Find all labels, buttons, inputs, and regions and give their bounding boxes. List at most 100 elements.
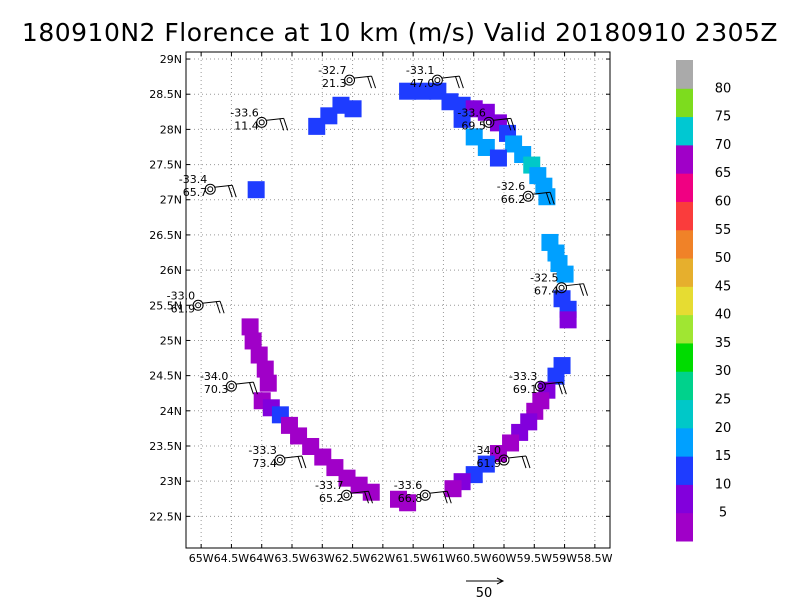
wind-cell	[559, 311, 577, 329]
wind-barb-feather	[442, 491, 448, 504]
sonde-label-top: -33.3	[509, 370, 537, 383]
wind-cell	[399, 494, 417, 512]
wind-barb-staff	[492, 117, 511, 121]
lat-label: 23N	[160, 475, 182, 488]
wind-cell	[538, 188, 556, 206]
lat-label: 28.5N	[149, 88, 182, 101]
dropsonde: -33.666.8	[394, 479, 452, 505]
colorbar-swatch	[676, 314, 693, 344]
latitude-labels: 29N 28.5N 28N 27.5N 27N 26.5N 26N 25.5N 25N 24.5N…	[149, 53, 182, 523]
sonde-label-bottom: 66.8	[398, 492, 423, 505]
dropsonde-markers: -32.721.3-33.147.0-33.611.4-33.669.5-33.…	[167, 64, 589, 505]
wind-cell	[444, 480, 462, 498]
colorbar-label: 50	[715, 251, 732, 266]
lat-label: 29N	[160, 53, 182, 66]
wind-barb-feather	[368, 491, 373, 504]
colorbar-label: 15	[715, 449, 732, 464]
colorbar-label: 65	[715, 166, 732, 181]
wind-barb-feather	[521, 455, 527, 469]
wind-barb-feather	[458, 75, 464, 89]
wind-cell	[250, 346, 268, 364]
dropsonde: -33.765.2	[315, 479, 373, 505]
sonde-inner-ring	[558, 284, 565, 291]
sonde-inner-ring	[228, 383, 235, 390]
reference-vector-label: 50	[476, 586, 493, 600]
sonde-label-top: -33.7	[315, 479, 343, 492]
sonde-inner-ring	[258, 119, 265, 126]
wind-cell	[241, 318, 259, 336]
lon-label: 64.5W	[214, 552, 249, 565]
wind-barb-staff	[202, 300, 221, 304]
sonde-label-bottom: 66.2	[501, 193, 526, 206]
sonde-label-top: -33.6	[230, 106, 258, 119]
reference-vector: 50	[466, 577, 505, 600]
lon-label: 63W	[310, 552, 335, 565]
longitude-labels: 65W 64.5W 64W 63.5W 63W 62.5W 62W 61.5W 61W 60.5W…	[189, 552, 613, 565]
colorbar-swatch	[676, 427, 693, 457]
wind-barb-feather	[525, 455, 531, 469]
colorbar-label: 70	[715, 138, 732, 153]
sonde-inner-ring	[195, 302, 202, 309]
colorbar-swatch	[676, 229, 693, 259]
wind-barb-staff	[441, 75, 460, 79]
colorbar-swatch	[676, 484, 693, 514]
wind-barb-staff	[214, 184, 233, 188]
wind-barb-feather	[231, 185, 237, 198]
dropsonde: -32.721.3	[318, 64, 377, 90]
dropsonde: -34.061.9	[473, 444, 531, 470]
dropsonde: -32.666.2	[497, 180, 555, 206]
wind-barb-staff	[235, 381, 254, 385]
sonde-outer-ring	[498, 454, 510, 466]
wind-barb-feather	[283, 118, 289, 131]
lat-label: 25N	[160, 334, 182, 347]
lon-label: 58.5W	[577, 552, 612, 565]
sonde-label-bottom: 69.1	[513, 383, 538, 396]
lon-label: 60.5W	[456, 552, 491, 565]
sonde-label-top: -33.0	[167, 289, 195, 302]
wind-barb-feather	[446, 491, 452, 504]
sonde-label-bottom: 21.3	[322, 77, 347, 90]
axis-ticks	[186, 52, 610, 548]
colorbar-label: 10	[715, 477, 732, 492]
colorbar-label: 35	[715, 336, 732, 351]
sonde-label-top: -33.1	[406, 64, 434, 77]
sonde-label-bottom: 67.4	[534, 285, 559, 298]
sonde-inner-ring	[485, 119, 492, 126]
wind-barb-feather	[279, 118, 285, 131]
wind-cell	[244, 332, 262, 350]
wind-barb-feather	[561, 382, 567, 395]
sonde-inner-ring	[207, 186, 214, 193]
sonde-label-bottom: 61.9	[477, 457, 502, 470]
colorbar-label: 75	[715, 110, 732, 125]
colorbar-swatch	[676, 116, 693, 146]
colorbar-label: 40	[715, 308, 732, 323]
sonde-inner-ring	[434, 77, 441, 84]
wind-barb-staff	[507, 455, 527, 459]
dropsonde: -33.147.0	[406, 64, 464, 90]
dropsonde: -34.070.3	[200, 370, 258, 396]
wind-cell	[259, 374, 277, 392]
colorbar-swatch	[676, 456, 693, 485]
colorbar-swatch	[676, 258, 693, 287]
sonde-label-top: -33.3	[248, 444, 276, 457]
colorbar-label: 30	[715, 364, 732, 379]
wind-barb-feather	[364, 491, 369, 504]
lon-label: 62W	[370, 552, 395, 565]
sonde-label-bottom: 65.2	[319, 492, 344, 505]
sonde-outer-ring	[344, 74, 356, 86]
sonde-label-bottom: 47.0	[410, 77, 435, 90]
sonde-outer-ring	[534, 380, 546, 392]
wind-cell	[362, 483, 380, 501]
sonde-label-top: -34.0	[200, 370, 228, 383]
wind-cell	[399, 82, 417, 100]
wind-barb-feather	[215, 301, 221, 314]
colorbar-swatch	[676, 371, 693, 401]
lat-label: 27N	[160, 194, 182, 207]
wind-speed-cells	[241, 82, 577, 512]
sonde-label-bottom: 69.5	[461, 119, 486, 132]
sonde-outer-ring	[522, 190, 534, 202]
wind-cell	[308, 117, 326, 135]
colorbar-swatch	[676, 286, 693, 316]
wind-barb-staff	[565, 283, 584, 287]
colorbar-swatch	[676, 60, 693, 89]
